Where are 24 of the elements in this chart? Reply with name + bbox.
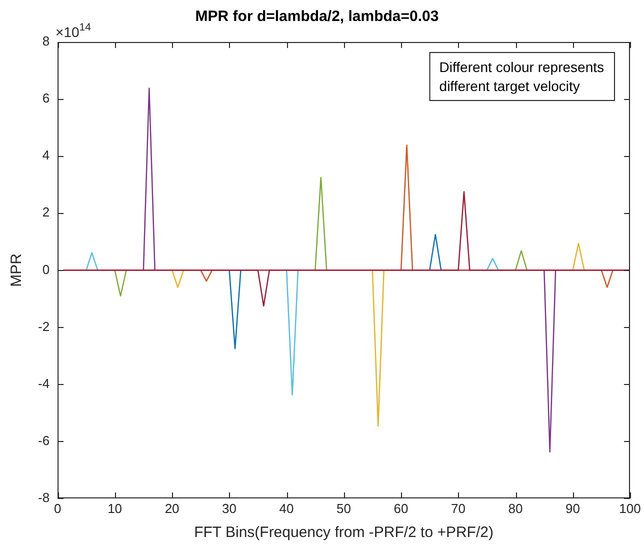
annotation: Different colour represents different target velocity: [439, 59, 604, 94]
y-tick-label: 4: [42, 148, 50, 163]
chart-title: MPR for d=lambda/2, lambda=0.03: [195, 8, 439, 26]
x-tick-label: 70: [451, 500, 466, 516]
y-tick-label: -8: [38, 490, 50, 505]
y-tick-label: 8: [42, 34, 50, 49]
y-axis-title: MPR: [8, 253, 26, 287]
y-tick-label: -2: [38, 318, 50, 334]
x-tick-label: 0: [54, 500, 62, 516]
x-axis-title: FFT Bins(Frequency from -PRF/2 to +PRF/2): [194, 524, 494, 542]
x-tick-label: 10: [108, 500, 122, 516]
x-tick-label: 50: [336, 500, 352, 516]
y-tick-label: 0: [42, 262, 50, 277]
x-tick-label: 90: [566, 500, 580, 516]
x-tick-label: 60: [394, 500, 408, 516]
x-tick-label: 40: [279, 500, 294, 516]
y-tick-label: 6: [42, 90, 50, 106]
y-tick-label: 2: [42, 204, 50, 220]
x-tick-label: 20: [164, 500, 180, 516]
x-tick-label: 30: [222, 500, 237, 516]
x-tick-label: 100: [619, 500, 641, 516]
y-tick-label: -4: [38, 376, 50, 391]
x-tick-label: 80: [508, 500, 523, 516]
y-tick-label: -6: [38, 432, 50, 448]
